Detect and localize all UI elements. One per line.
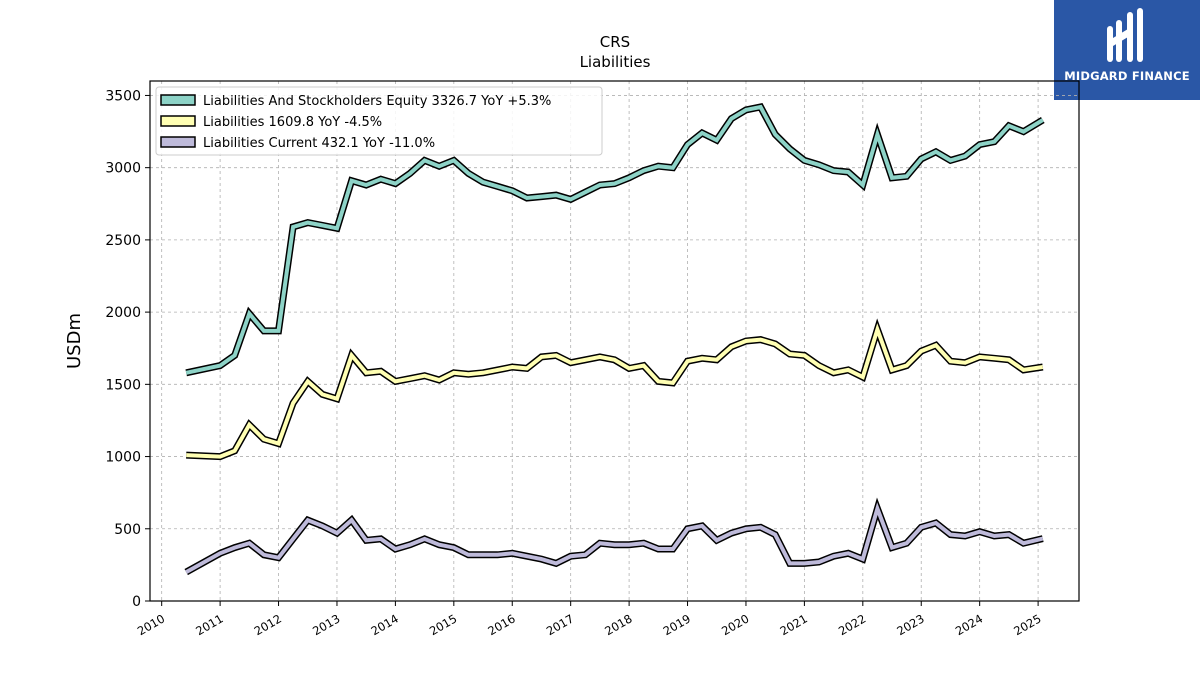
x-tick-label: 2018 — [602, 611, 634, 638]
y-tick-label: 2000 — [105, 305, 141, 321]
legend-swatch — [160, 115, 196, 127]
chart-subtitle: Liabilities — [580, 53, 651, 71]
series-1-outline — [186, 318, 1044, 461]
x-tick-label: 2013 — [310, 611, 342, 638]
y-tick-label: 1000 — [105, 450, 141, 466]
x-tick-label: 2015 — [427, 611, 459, 638]
y-tick-label: 1500 — [105, 377, 141, 393]
y-tick-label: 500 — [114, 522, 141, 538]
brand-logo: MIDGARD FINANCE — [1054, 0, 1200, 100]
plot-frame — [149, 80, 1080, 602]
x-tick-label: 2011 — [193, 611, 225, 638]
legend-swatch — [160, 94, 196, 106]
legend-box — [155, 86, 603, 156]
series-2-line — [185, 502, 1044, 574]
x-tick-label: 2022 — [836, 611, 868, 638]
series-0-line — [185, 104, 1044, 375]
x-tick-label: 2014 — [369, 611, 401, 638]
legend-label: Liabilities And Stockholders Equity 3326… — [203, 94, 551, 109]
chart-title: CRS — [600, 33, 630, 51]
series-lines — [184, 103, 1045, 576]
legend: Liabilities And Stockholders Equity 3326… — [155, 86, 603, 156]
y-tick-label: 0 — [132, 594, 141, 610]
y-axis-label: USDm — [64, 313, 85, 369]
x-tick-label: 2010 — [135, 611, 167, 638]
x-tick-label: 2024 — [953, 611, 985, 638]
x-tick-label: 2020 — [719, 611, 751, 638]
legend-swatch — [160, 136, 196, 148]
x-tick-label: 2016 — [485, 611, 517, 638]
logo-mark-icon — [1107, 8, 1143, 62]
x-tick-label: 2025 — [1011, 611, 1043, 638]
y-tick-label: 3500 — [105, 88, 141, 104]
series-1-line — [186, 323, 1044, 459]
series-2-outline — [184, 497, 1044, 576]
axes: 0 500 1000 1500 2000 2500 3000 3500 2010 2011 2012… — [105, 88, 1043, 638]
x-tick-label: 2021 — [778, 611, 810, 638]
x-tick-label: 2019 — [661, 611, 693, 638]
y-tick-label: 2500 — [105, 233, 141, 249]
y-tick-label: 3000 — [105, 161, 141, 177]
legend-label: Liabilities Current 432.1 YoY -11.0% — [203, 136, 435, 151]
legend-label: Liabilities 1609.8 YoY -4.5% — [203, 115, 382, 130]
x-tick-label: 2023 — [894, 611, 926, 638]
x-tick-label: 2012 — [252, 611, 284, 638]
x-tick-label: 2017 — [544, 611, 576, 638]
logo-text: MIDGARD FINANCE — [1064, 69, 1190, 83]
